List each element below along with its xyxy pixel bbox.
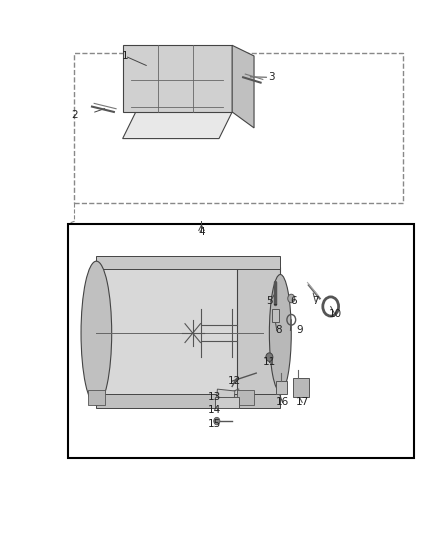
Ellipse shape — [81, 261, 112, 405]
Text: 8: 8 — [275, 326, 282, 335]
Bar — [276, 381, 287, 394]
Bar — [68, 224, 414, 458]
Text: 14: 14 — [208, 406, 221, 415]
Ellipse shape — [269, 274, 291, 392]
Text: 6: 6 — [290, 296, 297, 306]
Text: 10: 10 — [328, 310, 342, 319]
Circle shape — [288, 294, 295, 303]
Bar — [293, 378, 309, 397]
Bar — [272, 309, 279, 322]
Polygon shape — [232, 45, 254, 128]
Polygon shape — [123, 112, 232, 139]
Text: 12: 12 — [228, 376, 241, 386]
Text: 7: 7 — [312, 296, 319, 306]
Text: 16: 16 — [276, 398, 289, 407]
Text: 5: 5 — [266, 296, 273, 306]
Text: 13: 13 — [208, 392, 221, 402]
Bar — [96, 261, 263, 405]
Circle shape — [214, 417, 220, 425]
Bar — [96, 394, 280, 408]
Text: 3: 3 — [268, 72, 275, 82]
Bar — [88, 390, 105, 405]
Bar — [237, 266, 280, 400]
Text: 17: 17 — [296, 398, 309, 407]
Text: 11: 11 — [263, 358, 276, 367]
Circle shape — [266, 353, 273, 361]
Bar — [237, 390, 254, 405]
Text: 2: 2 — [71, 110, 78, 119]
Text: 9: 9 — [297, 326, 304, 335]
Bar — [96, 256, 280, 269]
Bar — [74, 53, 403, 203]
Text: 4: 4 — [198, 227, 205, 237]
Bar — [217, 389, 235, 399]
Text: 1: 1 — [121, 51, 128, 61]
Polygon shape — [123, 45, 232, 112]
Bar — [215, 397, 239, 408]
Text: 15: 15 — [208, 419, 221, 429]
